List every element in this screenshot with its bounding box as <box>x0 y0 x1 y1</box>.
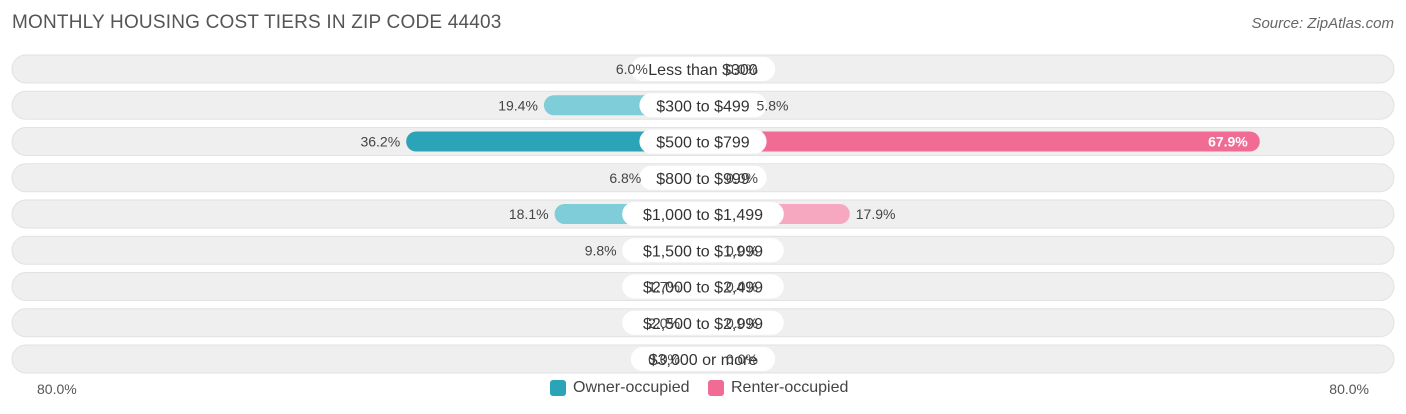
bar-row: $1,500 to $1,999 9.8% 0.0% <box>11 235 1395 265</box>
renter-value-label: 0.0% <box>726 279 758 295</box>
category-label-bg <box>639 93 767 118</box>
owner-value-label: 18.1% <box>509 206 549 222</box>
renter-value-label: 0.0% <box>726 61 758 77</box>
renter-value-label: 0.0% <box>726 170 758 186</box>
owner-value-label: 1.7% <box>648 279 680 295</box>
renter-value-label: 0.0% <box>726 351 758 367</box>
category-label: $2,500 to $2,999 <box>643 316 763 333</box>
bar-row: $1,000 to $1,499 18.1% 17.9% <box>11 199 1395 229</box>
category-label-bg <box>622 274 784 299</box>
bar-row: $800 to $999 6.8% 0.0% <box>11 163 1395 193</box>
category-label: $2,000 to $2,499 <box>643 280 763 297</box>
legend: Owner-occupied Renter-occupied <box>0 379 1406 401</box>
category-label-bg <box>622 238 784 263</box>
owner-value-label: 6.8% <box>609 170 641 186</box>
renter-value-label: 5.8% <box>757 97 789 113</box>
renter-value-label: 0.0% <box>726 242 758 258</box>
category-label: Less than $300 <box>648 62 758 79</box>
renter-value-label: 67.9% <box>1208 134 1248 150</box>
category-label-bg <box>630 347 776 371</box>
legend-renter-swatch <box>708 380 724 396</box>
category-label-bg <box>630 57 776 81</box>
legend-renter: Renter-occupied <box>708 379 848 397</box>
legend-owner-label: Owner-occupied <box>573 379 690 396</box>
category-label: $800 to $999 <box>656 171 750 188</box>
legend-renter-label: Renter-occupied <box>731 379 849 396</box>
category-label-bg <box>639 165 767 190</box>
category-label: $300 to $499 <box>656 98 750 115</box>
owner-value-label: 36.2% <box>360 134 400 150</box>
bar-row: $500 to $799 36.2% 67.9% <box>11 127 1395 156</box>
category-label-bg <box>622 310 784 335</box>
category-label-bg <box>622 202 784 226</box>
legend-owner: Owner-occupied <box>550 379 690 397</box>
owner-bar <box>406 131 713 152</box>
category-label: $1,000 to $1,499 <box>643 207 763 224</box>
owner-value-label: 9.8% <box>585 242 617 258</box>
owner-value-label: 0.0% <box>648 351 680 367</box>
renter-value-label: 0.0% <box>726 315 758 331</box>
axis-label-left: 80.0% <box>37 381 77 397</box>
chart-title: MONTHLY HOUSING COST TIERS IN ZIP CODE 4… <box>12 12 502 33</box>
chart-source: Source: ZipAtlas.com <box>1251 15 1394 32</box>
bar-row: $300 to $499 19.4% 5.8% <box>11 90 1395 120</box>
owner-value-label: 6.0% <box>616 61 648 77</box>
legend-owner-swatch <box>550 380 566 396</box>
category-label-bg <box>639 129 767 154</box>
renter-bar <box>693 131 1260 152</box>
category-label: $1,500 to $1,999 <box>643 243 763 260</box>
category-label: $3,000 or more <box>649 352 758 369</box>
category-label: $500 to $799 <box>656 135 750 152</box>
renter-value-label: 17.9% <box>856 206 896 222</box>
axis-label-right: 80.0% <box>1329 381 1369 397</box>
owner-value-label: 19.4% <box>498 97 538 113</box>
owner-value-label: 2.0% <box>648 315 680 331</box>
